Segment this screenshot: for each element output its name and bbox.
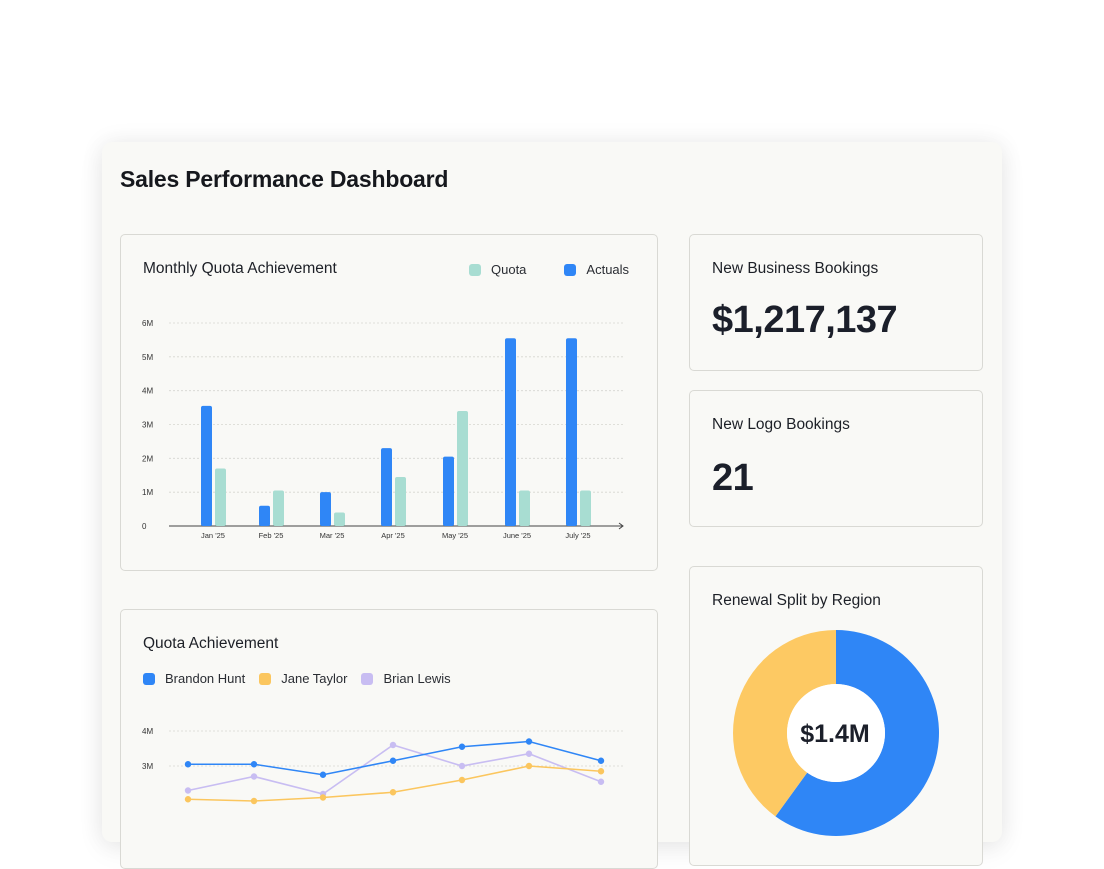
x-tick-label: Apr '25 <box>381 531 405 540</box>
x-tick-label: Jan '25 <box>201 531 225 540</box>
renewal-donut-chart: $1.4M <box>733 630 939 836</box>
y-tick-label: 5M <box>142 353 153 362</box>
legend-quota-swatch <box>469 263 481 276</box>
series-point <box>597 757 605 764</box>
legend-quota-label: Quota <box>491 262 527 277</box>
legend-brandon-label: Brandon Hunt <box>165 671 246 686</box>
series-point <box>389 789 397 796</box>
quota-achievement-line-chart: 4M 3M <box>142 727 623 805</box>
bar-quota <box>457 410 468 526</box>
series-point <box>458 762 466 770</box>
quota-achievement-title: Quota Achievement <box>143 635 279 652</box>
x-axis-arrow <box>618 522 624 530</box>
page-title: Sales Performance Dashboard <box>120 166 449 192</box>
monthly-quota-bar-chart: 0 1M 2M 3M 4M 5M 6M Jan '25 Feb '25 Mar '25 Apr '2… <box>142 319 624 540</box>
series-point <box>250 773 258 780</box>
legend-actuals-swatch <box>564 263 577 276</box>
legend-brian-label: Brian Lewis <box>383 671 451 686</box>
x-tick-label: July '25 <box>565 531 590 540</box>
legend-jane-label: Jane Taylor <box>281 671 348 686</box>
legend-brandon-swatch <box>143 672 155 685</box>
monthly-quota-card: Monthly Quota Achievement Quota Actuals … <box>120 234 658 571</box>
series-point <box>389 741 397 749</box>
bar-actuals <box>566 338 577 526</box>
y-tick-label: 3M <box>142 421 153 430</box>
x-tick-label: Mar '25 <box>320 531 345 540</box>
new-business-title: New Business Bookings <box>712 260 879 277</box>
y-tick-label: 6M <box>142 319 153 328</box>
series-point <box>319 794 327 801</box>
series-point <box>389 757 397 764</box>
donut-hole <box>787 684 885 782</box>
legend-brandon[interactable]: Brandon Hunt <box>143 671 245 686</box>
legend-actuals[interactable]: Actuals <box>564 262 629 277</box>
new-business-card: New Business Bookings $1,217,137 <box>689 234 983 371</box>
legend-jane[interactable]: Jane Taylor <box>259 671 347 686</box>
series-point <box>319 771 327 778</box>
series-point <box>597 768 605 775</box>
series-point <box>458 743 466 750</box>
dashboard-panel: Sales Performance Dashboard Monthly Quot… <box>102 142 1002 869</box>
series-point <box>597 778 605 785</box>
bar-quota <box>519 490 530 526</box>
legend-brian-swatch <box>361 672 374 685</box>
legend-jane-swatch <box>259 672 272 685</box>
bar-actuals <box>443 456 454 526</box>
renewal-card: Renewal Split by Region $1.4M <box>689 566 983 866</box>
y-tick-label: 4M <box>142 387 153 396</box>
new-business-value: $1,217,137 <box>712 299 898 341</box>
bar-quota <box>580 490 591 526</box>
bar-quota <box>215 468 226 526</box>
quota-achievement-legend: Brandon Hunt Jane Taylor Brian Lewis <box>143 671 465 686</box>
monthly-quota-legend: Quota Actuals <box>469 262 629 277</box>
y-tick-label: 3M <box>142 762 153 771</box>
x-tick-label: June '25 <box>503 531 531 540</box>
y-tick-label: 0 <box>142 522 147 531</box>
y-tick-label: 4M <box>142 727 153 736</box>
legend-actuals-label: Actuals <box>586 262 630 277</box>
new-logo-title: New Logo Bookings <box>712 416 850 433</box>
bar-quota <box>334 512 345 526</box>
series-point <box>525 738 533 745</box>
y-tick-label: 2M <box>142 454 153 463</box>
renewal-title: Renewal Split by Region <box>712 592 881 609</box>
quota-achievement-card: Quota Achievement Brandon Hunt Jane Tayl… <box>120 609 658 869</box>
y-tick-label: 1M <box>142 488 153 497</box>
bar-actuals <box>381 448 392 526</box>
x-tick-label: May '25 <box>442 531 468 540</box>
legend-brian[interactable]: Brian Lewis <box>361 671 451 686</box>
bar-quota <box>273 490 284 526</box>
legend-quota[interactable]: Quota <box>469 262 526 277</box>
series-point <box>184 761 192 768</box>
monthly-quota-title: Monthly Quota Achievement <box>143 260 337 277</box>
series-line <box>187 765 602 802</box>
series-point <box>250 761 258 768</box>
bar-actuals <box>320 492 331 526</box>
series-point <box>184 787 192 794</box>
bar-quota <box>395 476 406 526</box>
series-point <box>458 776 466 784</box>
series-point <box>184 796 192 803</box>
series-point <box>525 762 533 770</box>
series-line <box>187 744 602 795</box>
donut-slice <box>733 630 836 817</box>
bar-actuals <box>505 338 516 526</box>
series-point <box>525 750 533 757</box>
new-logo-value: 21 <box>712 457 754 499</box>
series-point <box>250 797 258 805</box>
new-logo-card: New Logo Bookings 21 <box>689 390 983 527</box>
donut-center-value: $1.4M <box>800 720 869 748</box>
bar-actuals <box>201 405 212 526</box>
x-tick-label: Feb '25 <box>259 531 284 540</box>
bar-actuals <box>259 505 270 526</box>
